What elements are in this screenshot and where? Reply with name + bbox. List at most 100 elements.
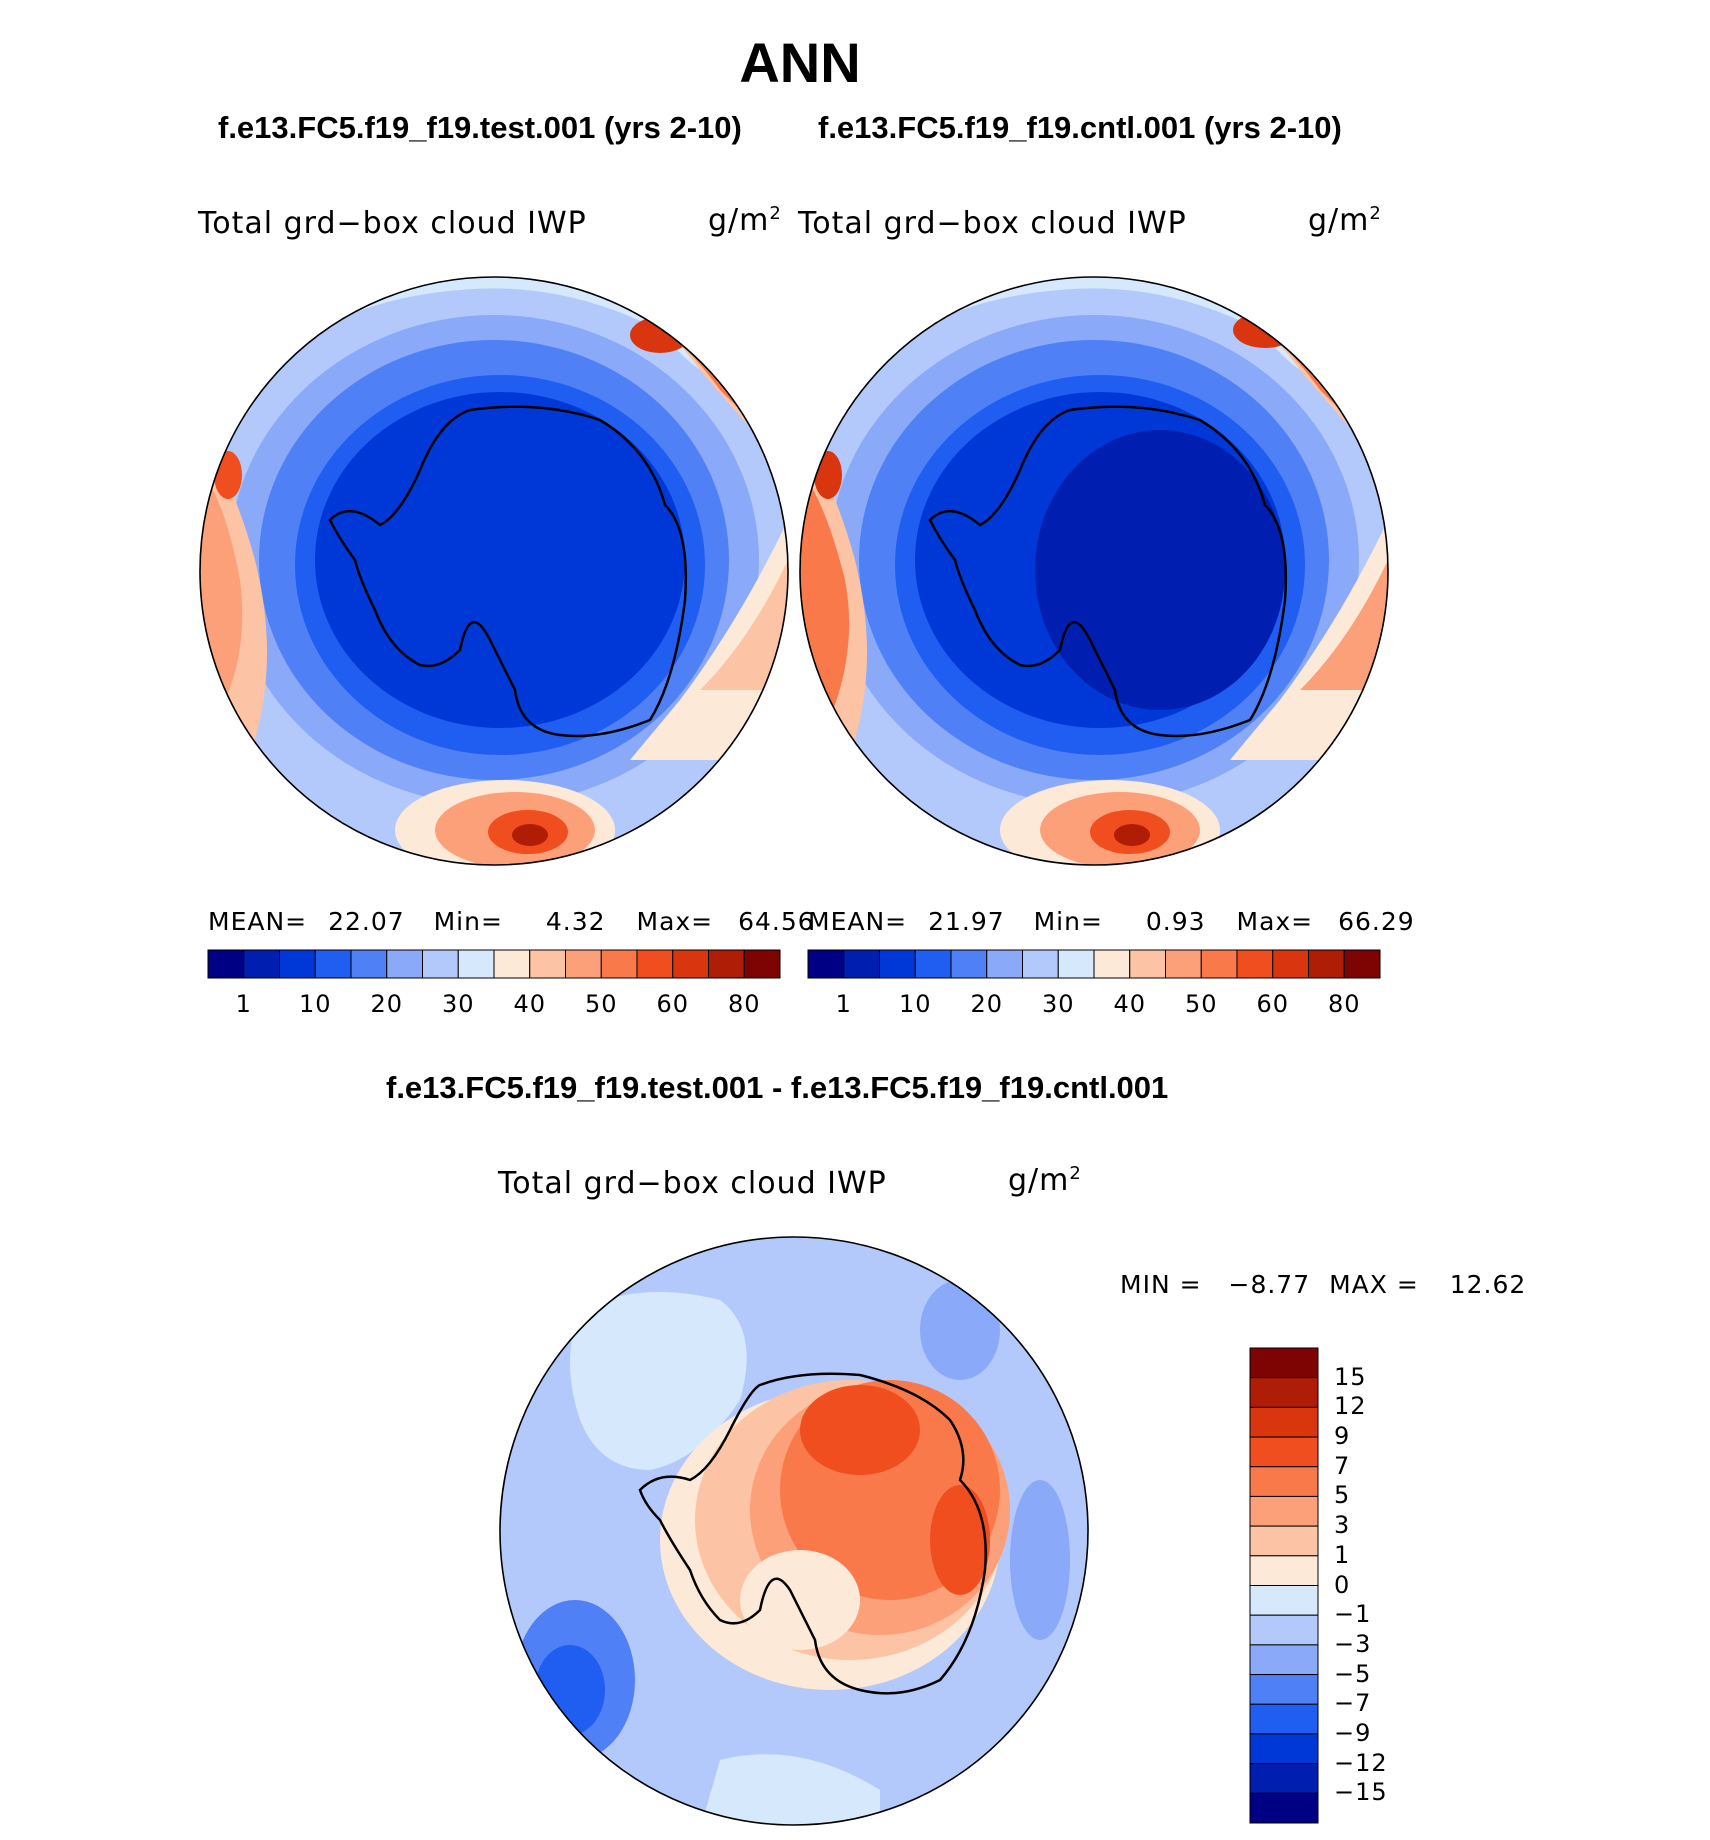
colorbar-tick-label: 30 bbox=[1041, 990, 1075, 1018]
colorbar-tick-label: 50 bbox=[584, 990, 618, 1018]
colorbar-swatch bbox=[1022, 949, 1059, 979]
colorbar-swatch bbox=[529, 949, 566, 979]
colorbar-swatch bbox=[279, 949, 316, 979]
colorbar-tick-label: 50 bbox=[1184, 990, 1218, 1018]
mean-value: 21.97 bbox=[928, 907, 1005, 936]
colorbar-tick-label: 80 bbox=[727, 990, 761, 1018]
colorbar-swatch bbox=[1249, 1763, 1319, 1794]
cntl-colorbar bbox=[807, 949, 1381, 979]
colorbar-swatch bbox=[843, 949, 880, 979]
colorbar-swatch bbox=[1249, 1644, 1319, 1676]
colorbar-swatch bbox=[1249, 1347, 1319, 1379]
field-region bbox=[920, 1280, 1000, 1380]
colorbar-tick-label: 5 bbox=[1334, 1481, 1351, 1510]
diff-colorbar bbox=[1249, 1347, 1319, 1824]
cntl-stats: MEAN= 21.97 Min= 0.93 Max= 66.29 bbox=[808, 907, 1415, 936]
test-map bbox=[200, 277, 788, 865]
field-region bbox=[700, 1754, 880, 1825]
field-region bbox=[1300, 560, 1388, 690]
antarctica-coastline bbox=[928, 405, 1288, 738]
colorbar-swatch bbox=[672, 949, 709, 979]
diff-units: g/m2 bbox=[1008, 1163, 1082, 1198]
colorbar-swatch bbox=[457, 949, 495, 979]
field-region bbox=[740, 1550, 860, 1650]
field-region bbox=[1114, 824, 1150, 846]
field-region bbox=[630, 317, 690, 353]
colorbar-tick-label: 40 bbox=[513, 990, 547, 1018]
field-region bbox=[512, 824, 548, 846]
colorbar-swatch bbox=[314, 949, 352, 979]
cntl-map bbox=[800, 277, 1388, 865]
colorbar-swatch bbox=[1249, 1792, 1319, 1824]
mean-label: MEAN= bbox=[808, 907, 908, 936]
test-stats: MEAN= 22.07 Min= 4.32 Max= 64.56 bbox=[208, 907, 815, 936]
map-boundary bbox=[199, 276, 789, 866]
min-label: Min= bbox=[433, 907, 503, 936]
colorbar-swatch bbox=[350, 949, 388, 979]
diff-variable-title: Total grd−box cloud IWP bbox=[498, 1166, 887, 1201]
colorbar-tick-label: −9 bbox=[1334, 1718, 1372, 1747]
field-region bbox=[814, 451, 842, 499]
colorbar-tick-label: 10 bbox=[298, 990, 332, 1018]
colorbar-swatch bbox=[1249, 1585, 1319, 1616]
max-label: MAX = bbox=[1329, 1270, 1419, 1299]
colorbar-swatch bbox=[386, 949, 423, 979]
colorbar-swatch bbox=[743, 949, 781, 979]
colorbar-swatch bbox=[1249, 1703, 1319, 1735]
field-region bbox=[1035, 430, 1285, 710]
field-region bbox=[315, 392, 685, 728]
colorbar-tick-label: 9 bbox=[1334, 1422, 1351, 1451]
field-region bbox=[1010, 1480, 1070, 1640]
colorbar-swatch bbox=[986, 949, 1023, 979]
colorbar-tick-label: −15 bbox=[1334, 1778, 1388, 1807]
colorbar-swatch bbox=[1249, 1674, 1319, 1705]
colorbar-swatch bbox=[1249, 1614, 1319, 1646]
cntl-units: g/m2 bbox=[1308, 203, 1382, 238]
colorbar-swatch bbox=[950, 949, 988, 979]
colorbar-tick-label: 80 bbox=[1327, 990, 1361, 1018]
colorbar-swatch bbox=[1249, 1466, 1319, 1497]
test-colorbar bbox=[207, 949, 781, 979]
colorbar-swatch bbox=[1093, 949, 1131, 979]
colorbar-swatch bbox=[708, 949, 745, 979]
colorbar-tick-label: −3 bbox=[1334, 1629, 1372, 1658]
colorbar-swatch bbox=[600, 949, 638, 979]
colorbar-tick-label: −5 bbox=[1334, 1659, 1372, 1688]
diff-run-title: f.e13.FC5.f19_f19.test.001 - f.e13.FC5.f… bbox=[386, 1070, 1169, 1105]
colorbar-swatch bbox=[636, 949, 674, 979]
colorbar-tick-label: 40 bbox=[1113, 990, 1147, 1018]
colorbar-swatch bbox=[879, 949, 916, 979]
colorbar-tick-label: 3 bbox=[1334, 1511, 1351, 1540]
max-value: 64.56 bbox=[738, 907, 815, 936]
colorbar-swatch bbox=[1249, 1525, 1319, 1557]
field-region bbox=[570, 1292, 747, 1470]
colorbar-swatch bbox=[1272, 949, 1309, 979]
colorbar-tick-label: −1 bbox=[1334, 1600, 1372, 1629]
min-label: Min= bbox=[1033, 907, 1103, 936]
colorbar-swatch bbox=[914, 949, 952, 979]
colorbar-tick-label: 20 bbox=[370, 990, 404, 1018]
mean-value: 22.07 bbox=[328, 907, 405, 936]
antarctica-coastline bbox=[638, 1372, 987, 1695]
colorbar-tick-label: 7 bbox=[1334, 1451, 1351, 1480]
colorbar-tick-label: 30 bbox=[441, 990, 475, 1018]
colorbar-tick-label: 15 bbox=[1334, 1362, 1367, 1391]
colorbar-tick-label: 12 bbox=[1334, 1392, 1367, 1421]
colorbar-swatch bbox=[207, 949, 245, 979]
field-region bbox=[700, 560, 788, 690]
diff-stats: MIN = −8.77 MAX = 12.62 bbox=[1120, 1270, 1526, 1299]
colorbar-swatch bbox=[493, 949, 531, 979]
colorbar-swatch bbox=[1236, 949, 1274, 979]
colorbar-tick-label: 60 bbox=[656, 990, 690, 1018]
map-boundary bbox=[799, 276, 1389, 866]
min-value: 0.93 bbox=[1145, 907, 1206, 936]
colorbar-swatch bbox=[422, 949, 459, 979]
max-label: Max= bbox=[636, 907, 714, 936]
colorbar-swatch bbox=[1249, 1406, 1319, 1438]
cntl-variable-title: Total grd−box cloud IWP bbox=[798, 206, 1187, 241]
max-value: 66.29 bbox=[1338, 907, 1415, 936]
colorbar-swatch bbox=[807, 949, 845, 979]
colorbar-swatch bbox=[1343, 949, 1381, 979]
mean-label: MEAN= bbox=[208, 907, 308, 936]
